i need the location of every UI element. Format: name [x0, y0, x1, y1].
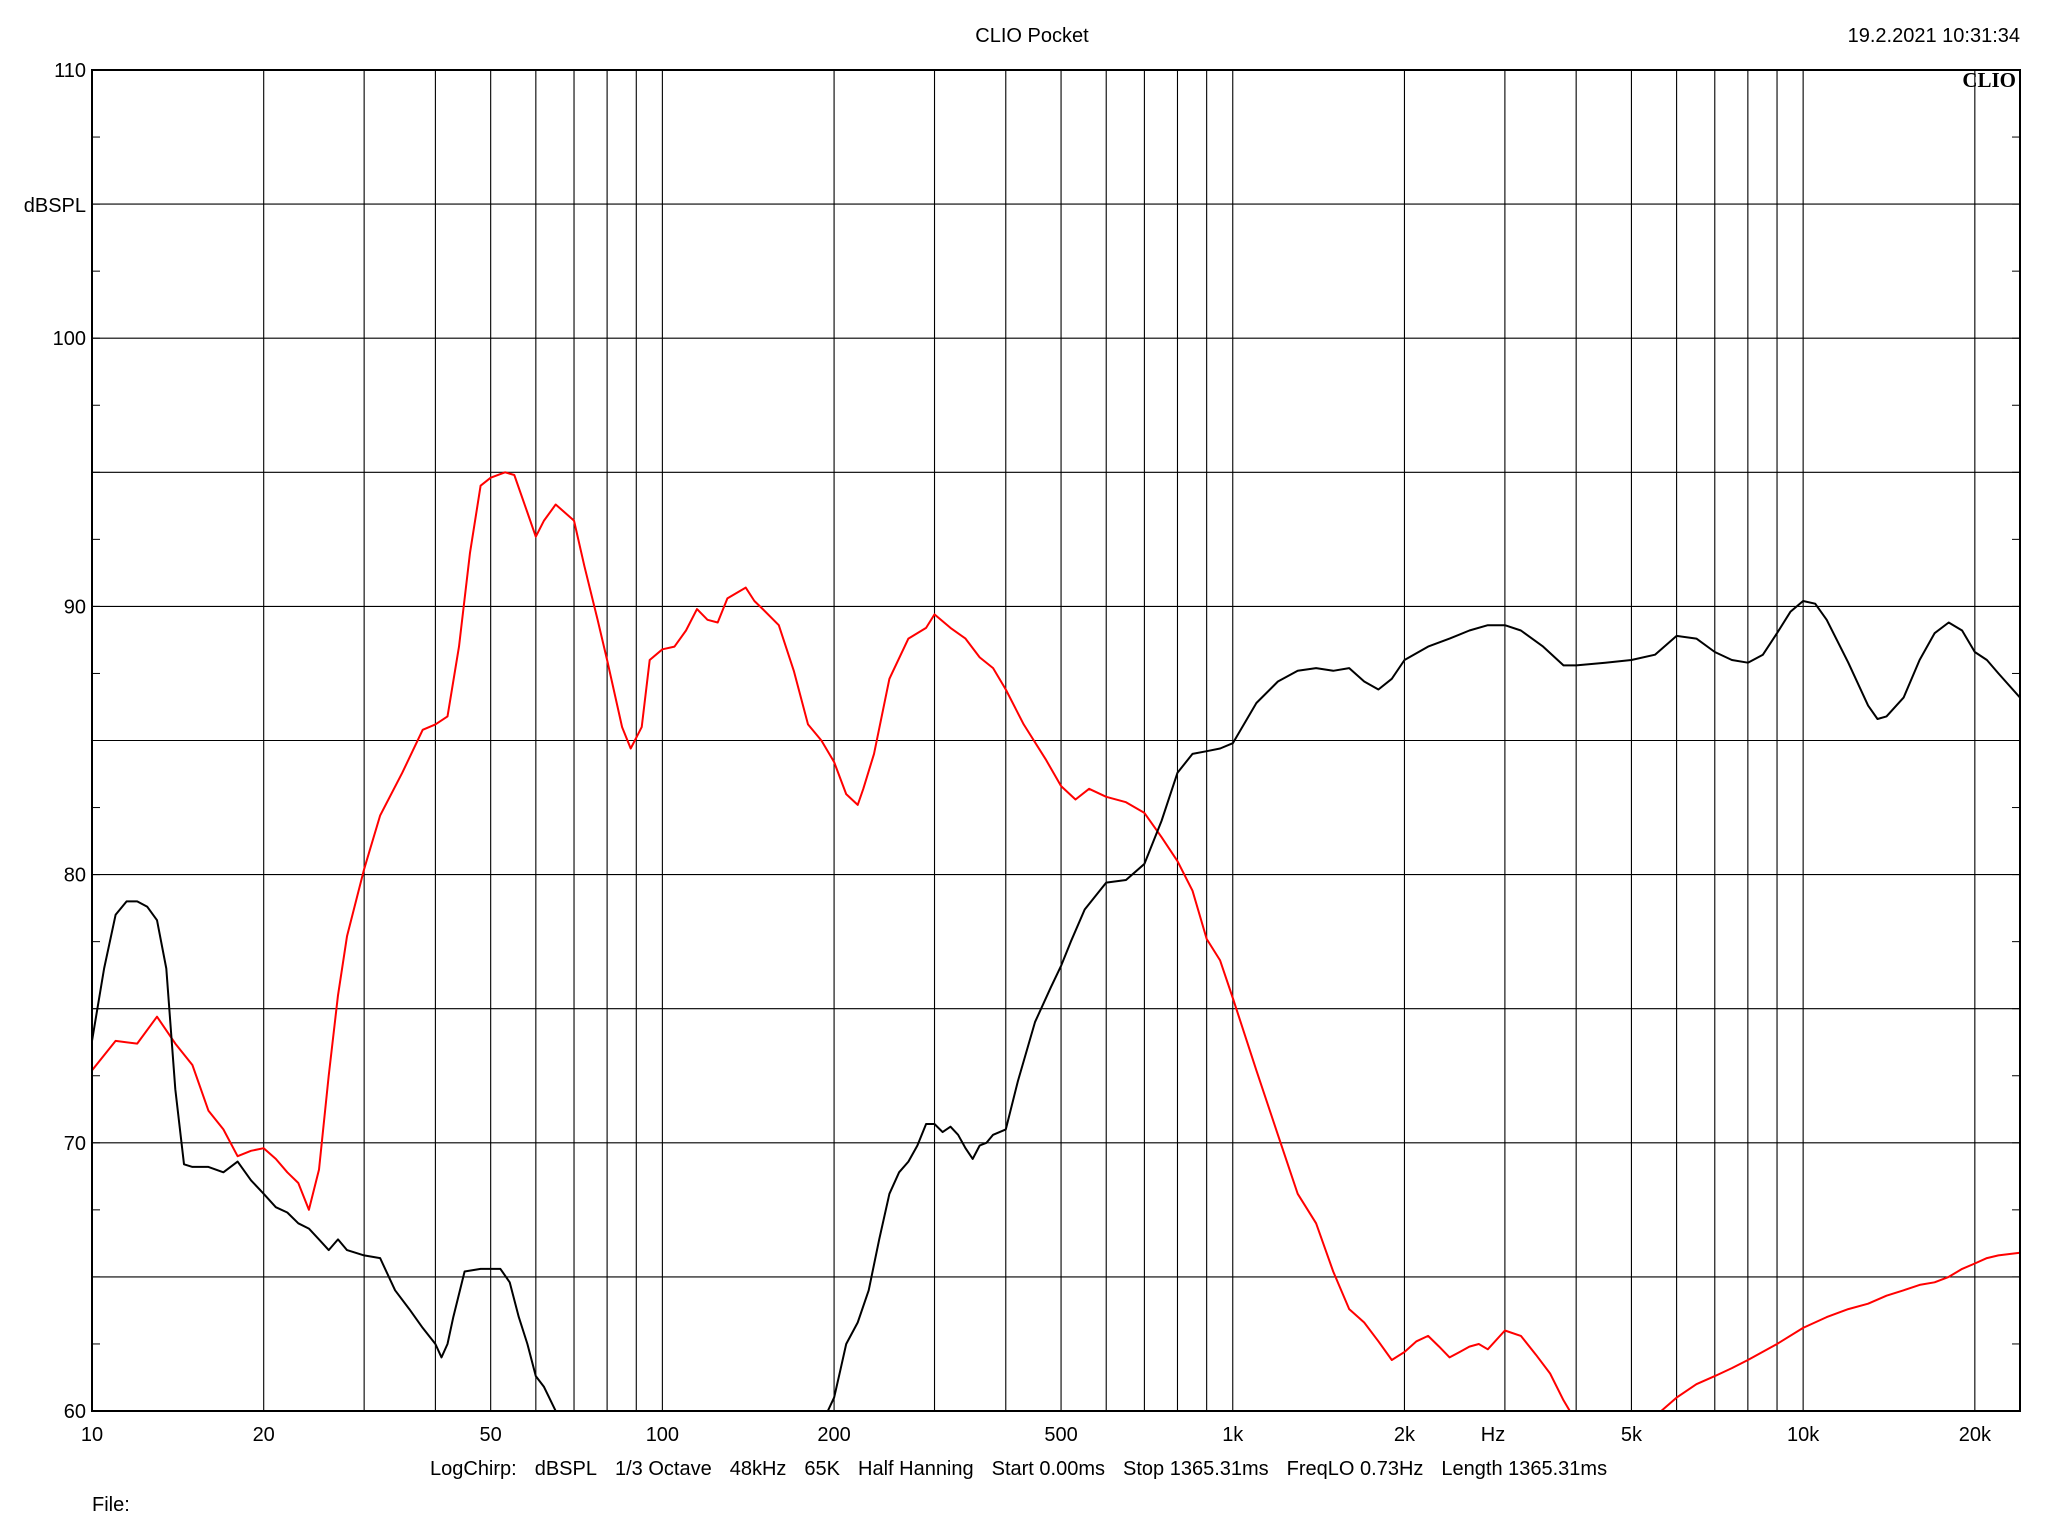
x-tick-label: 10k: [1787, 1424, 1820, 1446]
chart-title: CLIO Pocket: [975, 25, 1089, 47]
footer-item: Half Hanning: [858, 1458, 974, 1480]
x-tick-label: 200: [817, 1424, 850, 1446]
series-layer: [92, 471, 2020, 1411]
footer-item: 48kHz: [729, 1458, 787, 1480]
footer-item: Length 1365.31ms: [1441, 1458, 1608, 1480]
footer-item: FreqLO 0.73Hz: [1286, 1458, 1424, 1480]
x-axis-tick-labels: 10 20 50 100 200 500 1k 2k 5k 10k 20k: [81, 1424, 1992, 1446]
x-tick-label: 500: [1044, 1424, 1077, 1446]
x-tick-label: 10: [81, 1424, 103, 1446]
x-tick-label: 2k: [1394, 1424, 1416, 1446]
x-axis-label: Hz: [1481, 1424, 1505, 1446]
footer-item: 65K: [804, 1458, 840, 1480]
x-tick-label: 50: [480, 1424, 502, 1446]
x-tick-label: 20k: [1959, 1424, 1992, 1446]
y-tick-label: 60: [64, 1401, 86, 1423]
plot-frame: [91, 69, 2021, 1412]
footer-item: dBSPL: [534, 1458, 597, 1480]
y-tick-label: 100: [53, 328, 86, 350]
y-tick-label: 90: [64, 596, 86, 618]
y-axis-tick-labels: 60 70 80 90 100 110: [53, 60, 86, 1423]
x-tick-label: 5k: [1621, 1424, 1643, 1446]
y-tick-label: 70: [64, 1133, 86, 1155]
y-tick-label: 80: [64, 865, 86, 887]
footer-item: Start 0.00ms: [991, 1458, 1106, 1480]
series-line-1: [1659, 1251, 2020, 1411]
series-line-3: [826, 600, 2020, 1411]
clio-logo: CLIO: [1962, 68, 2016, 92]
x-tick-label: 1k: [1222, 1424, 1244, 1446]
y-tick-label: 110: [54, 60, 86, 82]
series-line-0: [92, 471, 1572, 1411]
series-line-2: [92, 900, 557, 1411]
footer-item: 1/3 Octave: [614, 1458, 712, 1480]
timestamp: 19.2.2021 10:31:34: [1848, 25, 2020, 47]
file-label: File:: [92, 1494, 130, 1516]
footer-item: Stop 1365.31ms: [1123, 1458, 1269, 1480]
x-tick-label: 20: [253, 1424, 275, 1446]
grid: [92, 70, 2020, 1411]
footer-item: LogChirp:: [430, 1458, 517, 1480]
y-axis-label: dBSPL: [24, 195, 86, 217]
x-tick-label: 100: [646, 1424, 679, 1446]
measurement-settings: LogChirp: dBSPL 1/3 Octave 48kHz 65K Half Han…: [430, 1458, 1625, 1481]
